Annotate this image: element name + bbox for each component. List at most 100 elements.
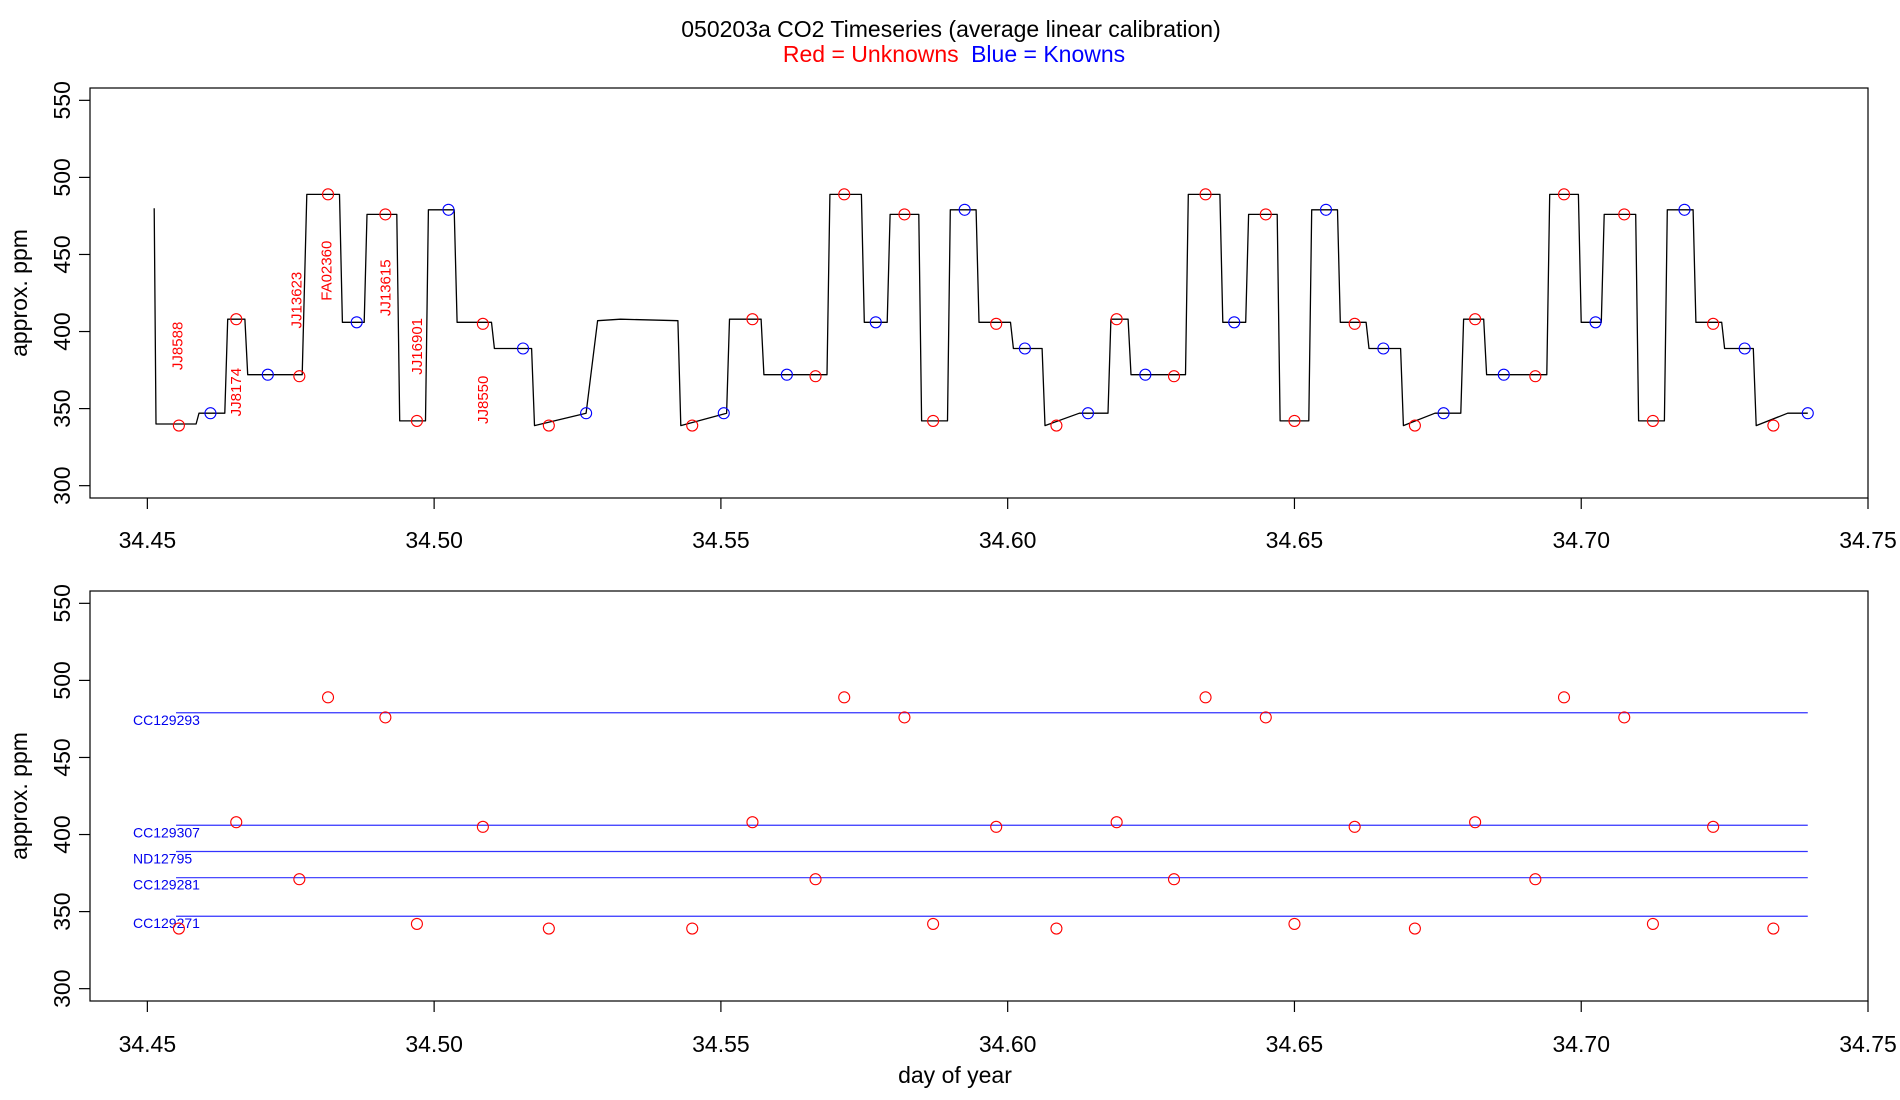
- known-point: [1018, 342, 1031, 355]
- unknown-point: [1199, 188, 1212, 201]
- calibrated-unknown-point: [1110, 816, 1123, 829]
- calibrated-unknown-point: [1767, 922, 1780, 935]
- known-point: [1139, 368, 1152, 381]
- calibrated-unknown-point: [1050, 922, 1063, 935]
- co2-trace-line: [153, 193, 1808, 427]
- sample-id-label: FA02360: [318, 241, 335, 301]
- unknown-point: [898, 208, 911, 221]
- calibrated-unknown-point: [1348, 820, 1361, 833]
- sample-id-label: JJ8174: [228, 368, 245, 416]
- bottom-y-axis-label: approx. ppm: [6, 732, 32, 860]
- chart-title: 050203a CO2 Timeseries (average linear c…: [681, 16, 1221, 42]
- top-y-tick-label: 500: [49, 158, 75, 196]
- standard-name-label: ND12795: [133, 850, 192, 866]
- unknown-point: [1469, 313, 1482, 326]
- known-point: [1801, 407, 1814, 420]
- top-y-tick-label: 350: [49, 389, 75, 427]
- bottom-y-tick-label: 350: [49, 892, 75, 930]
- calibrated-unknown-point: [410, 917, 423, 930]
- known-point: [1589, 316, 1602, 329]
- unknown-point: [686, 419, 699, 432]
- unknown-point: [1348, 317, 1361, 330]
- legend-unknowns: Red = Unknowns: [783, 41, 959, 67]
- top-panel: 300 350 400 450 500 550 approx. ppm 34.45 34.50 3…: [6, 81, 1897, 553]
- calibrated-unknown-point: [476, 820, 489, 833]
- calibrated-unknown-point: [379, 711, 392, 724]
- calibrated-unknown-point: [293, 873, 306, 886]
- x-axis-label: day of year: [898, 1062, 1012, 1088]
- sample-id-label: JJ16901: [409, 318, 426, 375]
- calibrated-unknown-point: [1557, 691, 1571, 704]
- calibrated-unknown-point: [542, 922, 555, 935]
- sample-id-label: JJ13623: [288, 272, 305, 329]
- bottom-x-tick-label: 34.55: [692, 1031, 750, 1057]
- known-point: [1678, 203, 1691, 216]
- unknown-point: [1408, 419, 1421, 432]
- standard-name-label: CC129281: [133, 877, 200, 893]
- bottom-y-tick-label: 450: [49, 738, 75, 776]
- known-point: [350, 316, 363, 329]
- unknown-point: [1529, 370, 1542, 383]
- unknown-point: [927, 414, 940, 427]
- calibrated-unknown-point: [1469, 816, 1482, 829]
- bottom-x-tick-label: 34.70: [1552, 1031, 1610, 1057]
- standard-name-label: CC129293: [133, 712, 200, 728]
- bottom-x-tick-label: 34.75: [1839, 1031, 1897, 1057]
- unknown-point: [809, 370, 822, 383]
- standard-name-label: CC129307: [133, 824, 200, 840]
- calibrated-unknown-point: [1707, 820, 1720, 833]
- unknown-point: [172, 419, 185, 432]
- known-point: [1437, 407, 1450, 420]
- unknown-point: [476, 317, 489, 330]
- known-point: [1228, 316, 1241, 329]
- sample-id-label: JJ13615: [377, 259, 394, 316]
- bottom-x-tick-label: 34.65: [1266, 1031, 1324, 1057]
- unknown-point: [321, 188, 335, 201]
- calibrated-unknown-point: [809, 873, 822, 886]
- calibrated-unknown-point: [1618, 711, 1631, 724]
- bottom-x-tick-label: 34.60: [979, 1031, 1037, 1057]
- unknown-point: [1259, 208, 1272, 221]
- bottom-x-tick-label: 34.50: [405, 1031, 463, 1057]
- known-point: [958, 203, 971, 216]
- calibrated-unknown-point: [746, 816, 759, 829]
- unknown-point: [1110, 313, 1123, 326]
- top-y-tick-label: 300: [49, 466, 75, 504]
- unknown-point: [1557, 188, 1571, 201]
- unknown-point: [410, 414, 423, 427]
- unknown-point: [1707, 317, 1720, 330]
- unknown-point: [1646, 414, 1659, 427]
- bottom-plot-frame: [89, 590, 1869, 1002]
- legend-caption: Red = Unknowns Blue = Knowns: [783, 41, 1125, 67]
- legend-knowns: Blue = Knowns: [971, 41, 1125, 67]
- unknown-point: [746, 313, 759, 326]
- known-point: [1319, 203, 1333, 216]
- sample-id-label: JJ8588: [170, 322, 187, 370]
- known-point: [204, 407, 217, 420]
- known-point: [1738, 342, 1751, 355]
- unknown-point: [379, 208, 392, 221]
- top-y-axis-label: approx. ppm: [6, 229, 32, 357]
- top-x-tick-label: 34.50: [405, 527, 463, 553]
- known-point: [580, 407, 593, 420]
- bottom-y-tick-label: 300: [49, 969, 75, 1007]
- calibrated-unknown-point: [898, 711, 911, 724]
- top-x-tick-label: 34.45: [119, 527, 177, 553]
- calibrated-unknown-point: [686, 922, 699, 935]
- unknown-point: [1050, 419, 1063, 432]
- calibrated-unknown-point: [838, 691, 851, 704]
- known-point: [261, 368, 274, 381]
- calibrated-unknown-point: [927, 917, 940, 930]
- unknown-point: [230, 313, 243, 326]
- calibrated-unknown-point: [1167, 873, 1181, 886]
- known-point: [1497, 368, 1510, 381]
- top-y-tick-label: 400: [49, 312, 75, 350]
- calibrated-unknown-point: [321, 691, 335, 704]
- calibrated-unknown-point: [230, 816, 243, 829]
- top-x-tick-label: 34.60: [979, 527, 1037, 553]
- bottom-y-tick-label: 400: [49, 815, 75, 853]
- calibrated-unknown-point: [1259, 711, 1272, 724]
- unknown-point: [1618, 208, 1631, 221]
- known-point: [780, 368, 793, 381]
